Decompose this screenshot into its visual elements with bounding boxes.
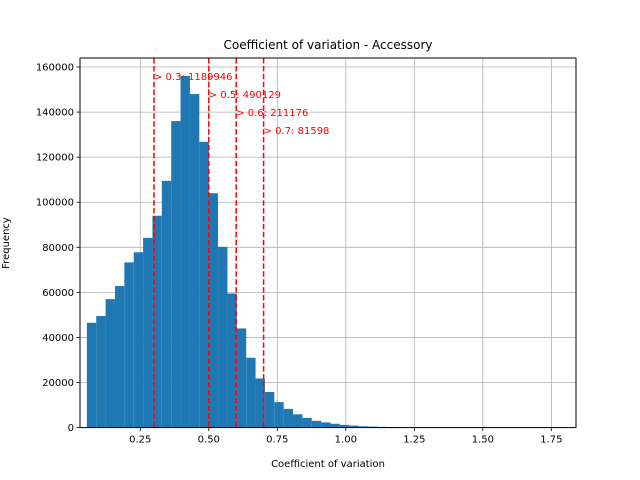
histogram-bar: [255, 378, 265, 428]
histogram-bar: [330, 423, 340, 428]
x-tick-label: 0.75: [266, 435, 288, 446]
histogram-bar: [124, 262, 134, 428]
histogram-bar: [283, 408, 294, 428]
histogram-bar: [208, 193, 219, 428]
y-tick-label: 140000: [36, 108, 74, 119]
x-tick-label: 1.00: [335, 435, 357, 446]
histogram-bar: [189, 94, 200, 428]
histogram-bar: [368, 426, 378, 428]
histogram-bar: [218, 246, 228, 428]
x-tick-label: 0.50: [198, 435, 220, 446]
histogram-bar: [339, 424, 350, 428]
y-tick-label: 20000: [42, 378, 74, 389]
histogram-bar: [86, 322, 97, 428]
histogram-bar: [105, 299, 115, 428]
chart-title: Coefficient of variation - Accessory: [223, 38, 432, 52]
x-axis-title: Coefficient of variation: [271, 459, 385, 470]
y-tick-label: 0: [68, 423, 74, 434]
histogram-bar: [246, 357, 256, 428]
threshold-label: > 0.3: 1189946: [154, 72, 233, 83]
x-tick-label: 1.25: [403, 435, 425, 446]
plot-frame: [79, 57, 577, 429]
y-axis-title: Frequency: [1, 217, 12, 269]
histogram-bar: [302, 417, 312, 428]
thresholds-layer: > 0.3: 1189946 > 0.5: 490129 > 0.6: 211176…: [153, 58, 330, 428]
histogram-bar: [199, 141, 209, 428]
threshold-label: > 0.6: 211176: [236, 108, 308, 119]
y-tick-label: 40000: [42, 333, 74, 344]
histogram-bar: [293, 414, 303, 428]
histogram-bar: [180, 76, 190, 428]
histogram-bar: [349, 425, 359, 428]
y-tick-label: 60000: [42, 288, 74, 299]
histogram-bar: [321, 422, 331, 428]
y-tick-label: 100000: [36, 198, 74, 209]
histogram-bar: [264, 391, 275, 428]
histogram-bar: [311, 420, 322, 428]
threshold-label: > 0.5: 490129: [209, 90, 281, 101]
histogram-bar: [143, 237, 153, 428]
y-tick-label: 160000: [36, 63, 74, 74]
y-tick-label: 120000: [36, 153, 74, 164]
histogram-bar: [171, 121, 181, 428]
histogram-bar: [236, 328, 247, 428]
histogram-bar: [274, 402, 284, 428]
bars-layer: [86, 76, 556, 428]
histogram-bar: [133, 252, 144, 428]
x-tick-label: 1.75: [540, 435, 562, 446]
histogram-bar: [152, 215, 162, 428]
histogram-bar: [114, 286, 125, 428]
threshold-label: > 0.7: 81598: [264, 126, 330, 137]
histogram-bar: [161, 180, 172, 428]
histogram-bar: [227, 293, 237, 428]
ticks-layer: 0.25 0.50 0.75 1.00 1.25 1.50 1.75 0 20000 40000 6…: [36, 63, 563, 446]
histogram-bar: [96, 316, 106, 428]
x-tick-label: 1.50: [472, 435, 494, 446]
x-tick-label: 0.25: [129, 435, 151, 446]
histogram-bar: [358, 426, 369, 428]
y-tick-label: 80000: [42, 243, 74, 254]
